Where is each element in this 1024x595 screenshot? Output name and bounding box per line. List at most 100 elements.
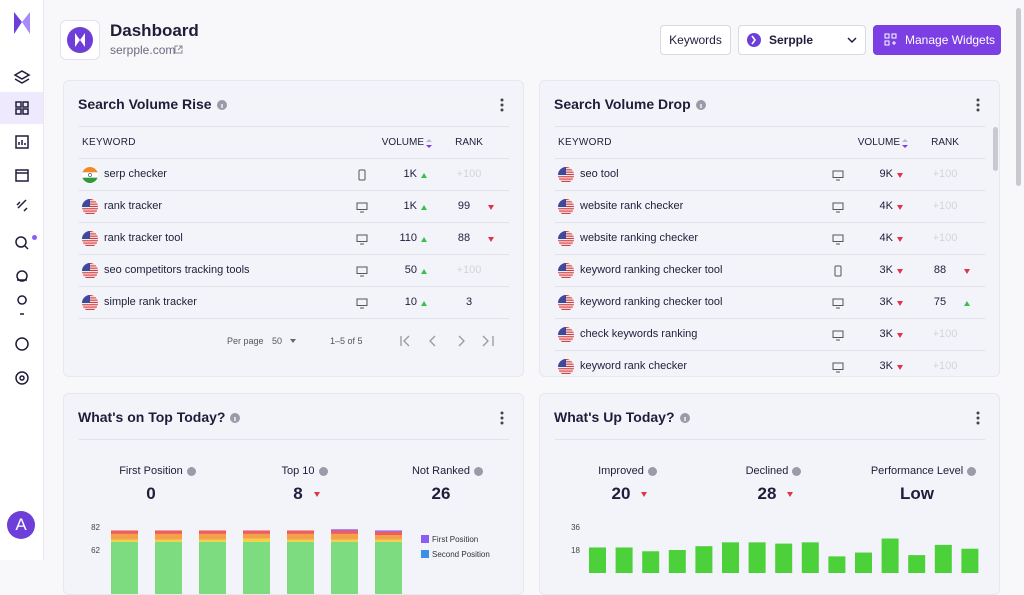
device-desktop xyxy=(356,298,368,309)
trend-down xyxy=(314,492,320,497)
bar-segment xyxy=(375,531,402,536)
trend-down xyxy=(488,237,494,242)
avatar[interactable]: A xyxy=(7,511,35,539)
logo xyxy=(14,12,30,34)
pager-button xyxy=(458,335,465,347)
bar-segment xyxy=(111,539,138,542)
flag-body xyxy=(558,231,574,246)
trend-up xyxy=(421,237,427,242)
desktop-icon xyxy=(356,202,368,210)
flag-stripe xyxy=(82,308,98,310)
bar-segment xyxy=(155,533,182,540)
manage-widgets-button[interactable]: Manage Widgets xyxy=(873,25,1001,55)
divider xyxy=(555,158,985,159)
bar-segment xyxy=(287,530,314,534)
flag-stripe xyxy=(558,372,574,374)
flag-band xyxy=(82,177,98,183)
bar-segment xyxy=(331,533,358,540)
widget-title: What's on Top Today? xyxy=(78,409,226,425)
info-icon xyxy=(792,467,802,476)
info-icon xyxy=(967,467,977,476)
flag-stripe xyxy=(558,242,574,244)
flag-stripe xyxy=(558,368,574,370)
rank: +100 xyxy=(932,168,958,180)
bar-segment xyxy=(155,539,182,542)
nav-icons[interactable] xyxy=(0,60,43,400)
keywords-button[interactable]: Keywords xyxy=(660,25,731,55)
flag-stripe xyxy=(558,338,574,340)
divider xyxy=(79,254,509,255)
trend-down xyxy=(641,492,647,497)
menu-button[interactable] xyxy=(974,410,982,426)
flag-stripe xyxy=(558,244,574,246)
divider xyxy=(555,190,985,191)
flag-stripe xyxy=(558,240,574,242)
info-icon xyxy=(680,413,690,423)
stat-label: Not Ranked xyxy=(411,465,471,477)
flag-stripe xyxy=(82,306,98,308)
volume: 1K xyxy=(403,168,417,180)
info-icon xyxy=(318,467,328,476)
device-desktop xyxy=(356,266,368,277)
site-link[interactable]: serpple.com xyxy=(110,43,176,57)
stat-label: Declined xyxy=(745,465,789,477)
project-logo-icon xyxy=(67,27,93,53)
volume: 3K xyxy=(879,264,893,276)
menu-dot xyxy=(976,98,980,102)
bar-segment xyxy=(199,539,226,542)
desktop-icon xyxy=(356,234,368,242)
flag-stripe xyxy=(558,304,574,306)
bar-segment xyxy=(375,541,402,594)
flag-us xyxy=(558,231,574,246)
rank: +100 xyxy=(932,328,958,340)
sort-up xyxy=(426,139,432,142)
bar-segment xyxy=(199,533,226,540)
flag-canton xyxy=(558,295,566,303)
keyword: rank tracker xyxy=(104,200,163,212)
flag-stripe xyxy=(82,276,98,278)
flag-canton xyxy=(82,263,90,271)
trend-up xyxy=(421,301,427,306)
rank: +100 xyxy=(932,200,958,212)
desktop-icon xyxy=(832,234,844,242)
stat-value: 26 xyxy=(431,484,451,503)
widget-title: What's Up Today? xyxy=(554,409,675,425)
rank: +100 xyxy=(932,360,958,372)
stat-label: Top 10 xyxy=(281,465,315,477)
volume: 3K xyxy=(879,296,893,308)
flag-canton xyxy=(558,231,566,239)
menu-button[interactable] xyxy=(974,97,982,113)
menu-button[interactable] xyxy=(498,410,506,426)
divider xyxy=(79,190,509,191)
stat-label: Performance Level xyxy=(870,465,964,477)
column-header: KEYWORD xyxy=(558,137,612,148)
flag-body xyxy=(558,199,574,214)
per-page-label: Per page xyxy=(227,336,264,346)
flag-body xyxy=(558,263,574,278)
divider xyxy=(555,126,985,127)
trend-arrow xyxy=(421,237,427,242)
trend-down xyxy=(787,492,793,497)
flag-stripe xyxy=(558,208,574,210)
desktop-icon xyxy=(832,170,844,178)
stat-label: Improved xyxy=(598,465,644,477)
flag-us xyxy=(82,231,98,246)
menu-button[interactable] xyxy=(498,97,506,113)
flag-canton xyxy=(558,327,566,335)
external-icon xyxy=(174,45,183,54)
flag-us xyxy=(82,199,98,214)
flag-canton xyxy=(82,231,90,239)
trend-arrow xyxy=(964,301,970,306)
bar xyxy=(589,547,606,573)
bar xyxy=(828,556,846,573)
per-page-select[interactable]: 50 xyxy=(272,336,283,346)
flag-band xyxy=(82,167,98,173)
volume: 3K xyxy=(879,360,893,372)
page-range: 1–5 of 5 xyxy=(330,336,363,346)
device-desktop xyxy=(832,330,844,341)
flag-body xyxy=(558,295,574,310)
widgets-icon xyxy=(884,33,897,46)
flag-stripe xyxy=(558,178,574,180)
trend-down xyxy=(897,173,903,178)
bar xyxy=(934,544,952,573)
